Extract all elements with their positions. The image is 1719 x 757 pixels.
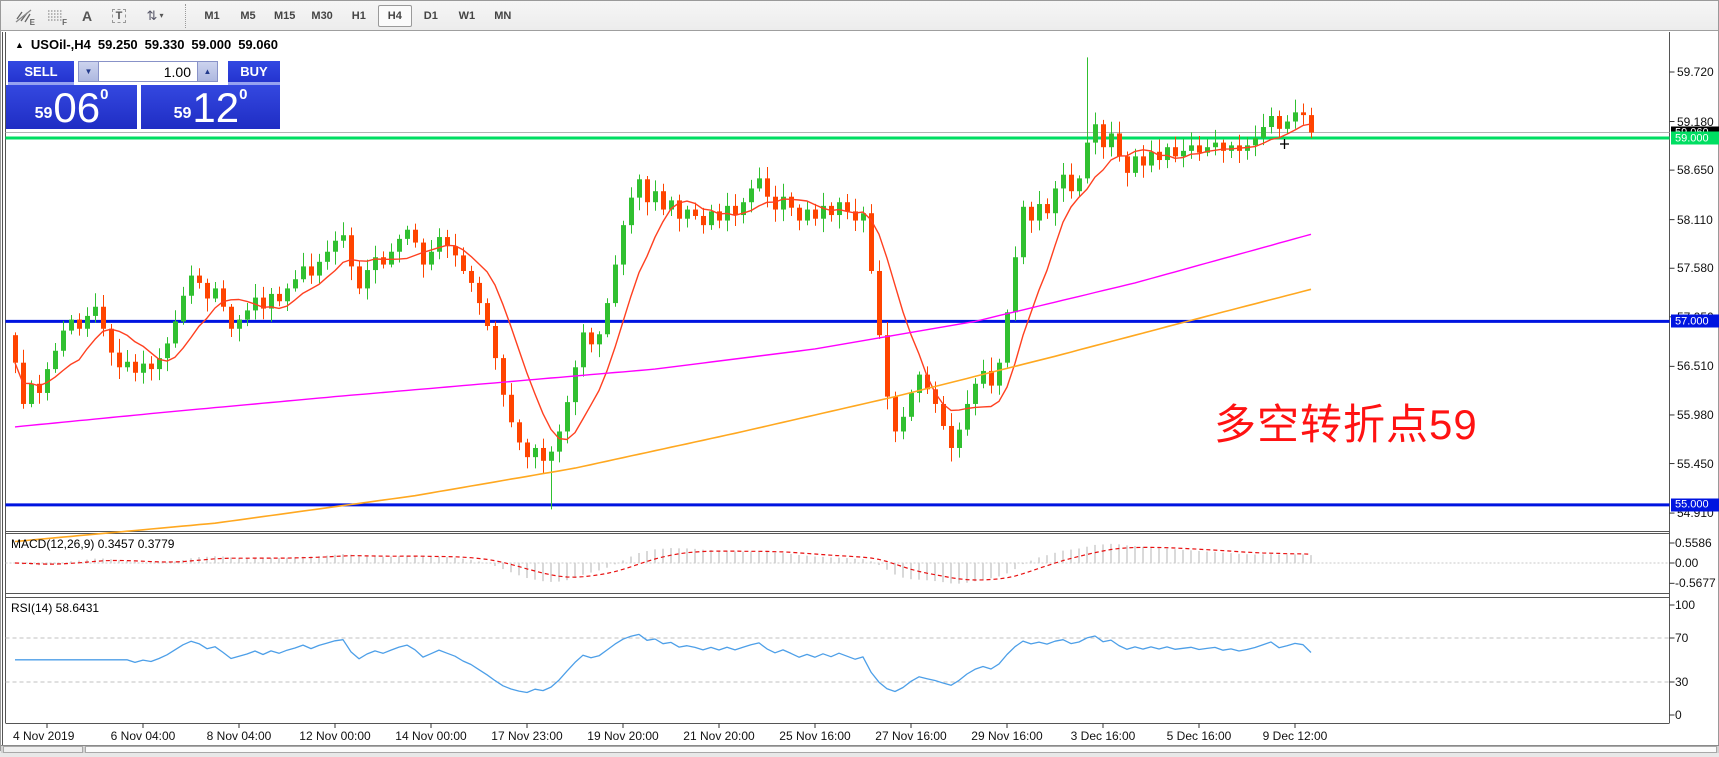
indicators-icon[interactable]: E: [8, 3, 38, 29]
quote-open: 59.250: [97, 37, 138, 52]
macd-histogram: [22, 543, 1312, 584]
rsi-indicator-label: RSI(14) 58.6431: [11, 601, 100, 615]
sell-price-big: 06: [53, 84, 101, 131]
sell-button[interactable]: SELL: [8, 61, 74, 82]
scrollbar-thumb[interactable]: [85, 746, 1717, 753]
tf-button-h4[interactable]: H4: [377, 4, 412, 27]
fibonacci-grid-icon[interactable]: F: [40, 3, 70, 29]
icon-sub-e: E: [29, 17, 35, 27]
scrollbar-left-stub[interactable]: [3, 746, 83, 753]
one-click-trade-panel: SELL ▼ ▲ BUY 59 06 0 59 12 0: [6, 61, 280, 129]
candles: [13, 57, 1314, 510]
volume-input[interactable]: [99, 61, 197, 82]
quote-close: 59.060: [238, 37, 278, 52]
icon-sub-f: F: [62, 17, 67, 27]
chart-text-annotation: 多空转折点59: [1214, 401, 1478, 448]
tf-button-m1[interactable]: M1: [195, 5, 229, 27]
macd-indicator-label: MACD(12,26,9) 0.3457 0.3779: [11, 537, 175, 551]
sell-price-sup: 0: [100, 86, 109, 103]
macd-signal-line: [14, 546, 1312, 581]
rsi-line: [15, 633, 1312, 694]
chevron-down-icon: ▾: [159, 11, 164, 20]
sell-price-tile[interactable]: 59 06 0: [6, 85, 137, 129]
fast-ma: [14, 123, 1312, 441]
toolbar-separator: [185, 3, 186, 28]
tf-button-m30[interactable]: M30: [304, 5, 339, 27]
buy-price-big: 12: [192, 84, 240, 131]
symbol-title: USOil-,H4: [30, 37, 91, 52]
sell-price-head: 59: [34, 105, 53, 122]
tf-button-m5[interactable]: M5: [231, 5, 265, 27]
collapse-arrow-icon[interactable]: ▲: [15, 39, 24, 50]
quote-header: ▲ USOil-,H4 59.250 59.330 59.000 59.060: [15, 37, 278, 52]
quote-low: 59.000: [191, 37, 232, 52]
buy-underline: [228, 82, 280, 85]
arrows-tool-icon[interactable]: ⇅ ▾: [146, 7, 164, 23]
sell-underline: [8, 82, 74, 85]
buy-price-head: 59: [173, 105, 192, 122]
buy-price-sup: 0: [239, 86, 248, 103]
slow-ma: [14, 288, 1312, 543]
tf-button-w1[interactable]: W1: [450, 5, 484, 27]
tf-button-d1[interactable]: D1: [414, 5, 448, 27]
text-box-icon[interactable]: T: [104, 3, 134, 29]
buy-button[interactable]: BUY: [228, 61, 280, 82]
tf-button-mn[interactable]: MN: [486, 5, 520, 27]
tf-button-h1[interactable]: H1: [342, 5, 376, 27]
medium-ma: [14, 233, 1312, 428]
buy-price-tile[interactable]: 59 12 0: [141, 85, 280, 129]
tf-button-m15[interactable]: M15: [267, 5, 302, 27]
toolbar: E F A T ⇅ ▾ M1 M5 M15 M30 H1 H4 D1 W1 MN: [1, 1, 1718, 31]
volume-increase-button[interactable]: ▲: [197, 61, 218, 82]
volume-decrease-button[interactable]: ▼: [78, 61, 99, 82]
text-label-icon[interactable]: A: [81, 7, 93, 24]
quote-high: 59.330: [144, 37, 185, 52]
